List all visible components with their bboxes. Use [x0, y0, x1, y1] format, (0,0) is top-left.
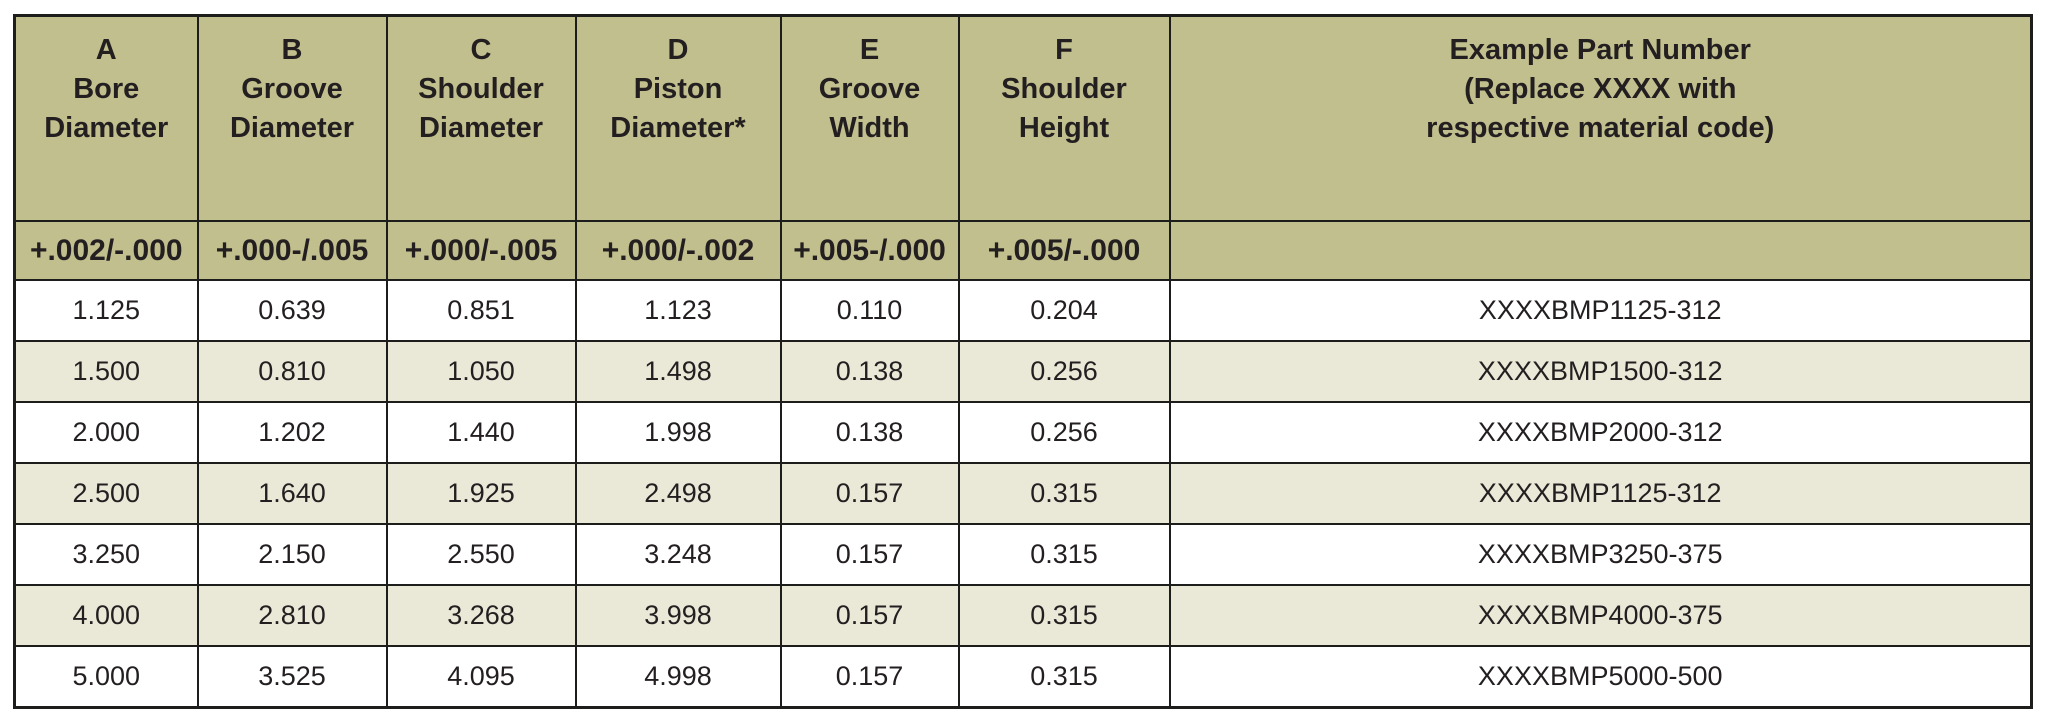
data-cell: 1.498	[574, 340, 782, 403]
data-cell: 2.000	[13, 401, 199, 464]
header-cell-groove-diameter: B Groove Diameter	[196, 14, 388, 222]
part-number-cell: XXXXBMP5000-500	[1168, 645, 2033, 709]
data-cell: 1.500	[13, 340, 199, 403]
data-cell: 0.204	[957, 279, 1171, 342]
data-cell: 2.550	[385, 523, 577, 586]
header-cell-shoulder-height: F Shoulder Height	[957, 14, 1171, 222]
data-cell: 4.998	[574, 645, 782, 709]
table-row: 5.000 3.525 4.095 4.998 0.157 0.315 XXXX…	[13, 645, 2033, 709]
data-cell: 0.639	[196, 279, 388, 342]
data-cell: 0.315	[957, 584, 1171, 647]
data-cell: 0.138	[779, 340, 960, 403]
header-cell-piston-diameter: D Piston Diameter*	[574, 14, 782, 222]
table-row: 4.000 2.810 3.268 3.998 0.157 0.315 XXXX…	[13, 584, 2033, 647]
piston-spec-table: A Bore Diameter B Groove Diameter C Shou…	[13, 14, 2033, 709]
data-cell: 2.810	[196, 584, 388, 647]
data-cell: 3.998	[574, 584, 782, 647]
table-row: 3.250 2.150 2.550 3.248 0.157 0.315 XXXX…	[13, 523, 2033, 586]
tolerance-cell-piston-diameter: +.000/-.002	[574, 220, 782, 281]
part-number-cell: XXXXBMP1500-312	[1168, 340, 2033, 403]
data-cell: 5.000	[13, 645, 199, 709]
data-cell: 1.440	[385, 401, 577, 464]
part-number-cell: XXXXBMP2000-312	[1168, 401, 2033, 464]
data-cell: 0.110	[779, 279, 960, 342]
data-cell: 2.498	[574, 462, 782, 525]
tolerance-cell-groove-diameter: +.000-/.005	[196, 220, 388, 281]
data-cell: 0.157	[779, 523, 960, 586]
data-cell: 0.157	[779, 462, 960, 525]
data-cell: 0.157	[779, 645, 960, 709]
data-cell: 1.202	[196, 401, 388, 464]
data-cell: 0.256	[957, 340, 1171, 403]
header-cell-bore-diameter: A Bore Diameter	[13, 14, 199, 222]
tolerance-cell-example-part-number	[1168, 220, 2033, 281]
data-cell: 3.250	[13, 523, 199, 586]
data-cell: 1.640	[196, 462, 388, 525]
tolerance-cell-shoulder-diameter: +.000/-.005	[385, 220, 577, 281]
data-cell: 1.998	[574, 401, 782, 464]
data-cell: 1.123	[574, 279, 782, 342]
data-cell: 1.925	[385, 462, 577, 525]
data-cell: 0.315	[957, 523, 1171, 586]
data-cell: 3.248	[574, 523, 782, 586]
data-cell: 4.000	[13, 584, 199, 647]
data-cell: 0.138	[779, 401, 960, 464]
data-cell: 0.810	[196, 340, 388, 403]
part-number-cell: XXXXBMP1125-312	[1168, 279, 2033, 342]
part-number-cell: XXXXBMP1125-312	[1168, 462, 2033, 525]
data-cell: 2.500	[13, 462, 199, 525]
data-cell: 4.095	[385, 645, 577, 709]
data-cell: 0.256	[957, 401, 1171, 464]
data-cell: 3.525	[196, 645, 388, 709]
part-number-cell: XXXXBMP4000-375	[1168, 584, 2033, 647]
table-row: 1.125 0.639 0.851 1.123 0.110 0.204 XXXX…	[13, 279, 2033, 342]
data-cell: 0.851	[385, 279, 577, 342]
part-number-cell: XXXXBMP3250-375	[1168, 523, 2033, 586]
data-cell: 1.050	[385, 340, 577, 403]
data-cell: 0.157	[779, 584, 960, 647]
tolerance-cell-shoulder-height: +.005/-.000	[957, 220, 1171, 281]
header-cell-example-part-number: Example Part Number (Replace XXXX with r…	[1168, 14, 2033, 222]
table-row: 2.000 1.202 1.440 1.998 0.138 0.256 XXXX…	[13, 401, 2033, 464]
header-row: A Bore Diameter B Groove Diameter C Shou…	[13, 14, 2033, 222]
table-row: 1.500 0.810 1.050 1.498 0.138 0.256 XXXX…	[13, 340, 2033, 403]
data-cell: 2.150	[196, 523, 388, 586]
header-cell-shoulder-diameter: C Shoulder Diameter	[385, 14, 577, 222]
tolerance-cell-bore-diameter: +.002/-.000	[13, 220, 199, 281]
tolerance-cell-groove-width: +.005-/.000	[779, 220, 960, 281]
header-cell-groove-width: E Groove Width	[779, 14, 960, 222]
data-cell: 0.315	[957, 645, 1171, 709]
tolerance-row: +.002/-.000 +.000-/.005 +.000/-.005 +.00…	[13, 220, 2033, 281]
data-cell: 3.268	[385, 584, 577, 647]
data-cell: 0.315	[957, 462, 1171, 525]
table-row: 2.500 1.640 1.925 2.498 0.157 0.315 XXXX…	[13, 462, 2033, 525]
data-cell: 1.125	[13, 279, 199, 342]
